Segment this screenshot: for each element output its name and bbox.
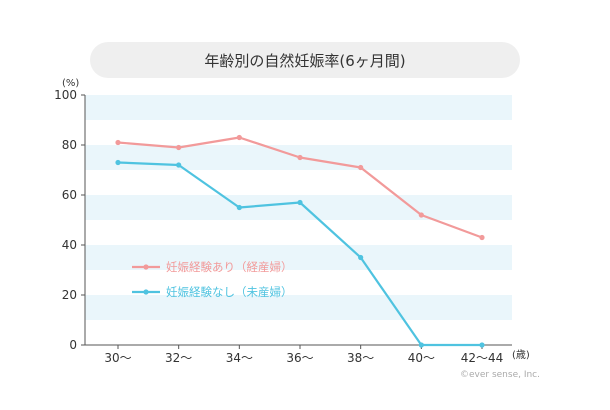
y-tick-label: 20	[62, 288, 77, 302]
x-unit-label: (歳)	[512, 349, 530, 361]
series-lines	[115, 134, 485, 348]
data-point	[418, 212, 424, 218]
grid-band	[85, 95, 512, 120]
x-axis-ticks: 30〜 32〜 34〜 36〜 38〜 40〜 42〜44	[104, 345, 503, 365]
data-point	[297, 199, 303, 206]
grid-band	[85, 195, 512, 220]
grid-band	[85, 220, 512, 245]
legend-label: 妊娠経験あり（経産婦）	[166, 260, 293, 274]
copyright-text: ©ever sense, Inc.	[460, 370, 540, 380]
data-point	[358, 164, 364, 171]
data-point	[176, 144, 182, 151]
grid-band	[85, 270, 512, 295]
grid-band	[85, 320, 512, 345]
x-tick-label: 30〜	[104, 351, 131, 365]
legend-marker	[143, 264, 149, 270]
data-point	[358, 254, 364, 261]
data-point	[115, 139, 121, 146]
title-pill	[90, 42, 520, 78]
y-tick-label: 40	[62, 238, 77, 252]
data-point	[418, 342, 424, 348]
data-point	[176, 162, 182, 168]
grid-band	[85, 295, 512, 320]
data-point	[236, 134, 242, 141]
grid-band	[85, 245, 512, 270]
legend-marker	[143, 289, 149, 295]
data-point	[479, 234, 485, 241]
y-unit-label: (%)	[62, 78, 79, 89]
x-tick-label: 38〜	[347, 351, 374, 365]
grid-band	[85, 120, 512, 145]
y-tick-label: 60	[62, 188, 77, 202]
x-tick-label: 36〜	[286, 351, 313, 365]
y-axis-ticks: 0 20 40 60 80 100	[54, 88, 85, 352]
chart-title: 年齢別の自然妊娠率(6ヶ月間)	[204, 52, 405, 70]
data-point	[115, 159, 121, 166]
legend-label: 妊娠経験なし（未産婦）	[166, 285, 293, 299]
data-point	[297, 154, 303, 161]
y-tick-label: 100	[54, 88, 77, 102]
data-point	[479, 342, 485, 348]
x-tick-label: 32〜	[165, 351, 192, 365]
y-tick-label: 0	[69, 338, 77, 352]
legend: 妊娠経験あり（経産婦） 妊娠経験なし（未産婦）	[132, 260, 293, 299]
x-tick-label: 34〜	[226, 351, 253, 365]
x-tick-label: 42〜44	[461, 351, 504, 365]
y-tick-label: 80	[62, 138, 77, 152]
data-point	[236, 204, 242, 211]
plot-background	[85, 95, 512, 345]
x-tick-label: 40〜	[408, 351, 435, 365]
grid-band	[85, 170, 512, 195]
